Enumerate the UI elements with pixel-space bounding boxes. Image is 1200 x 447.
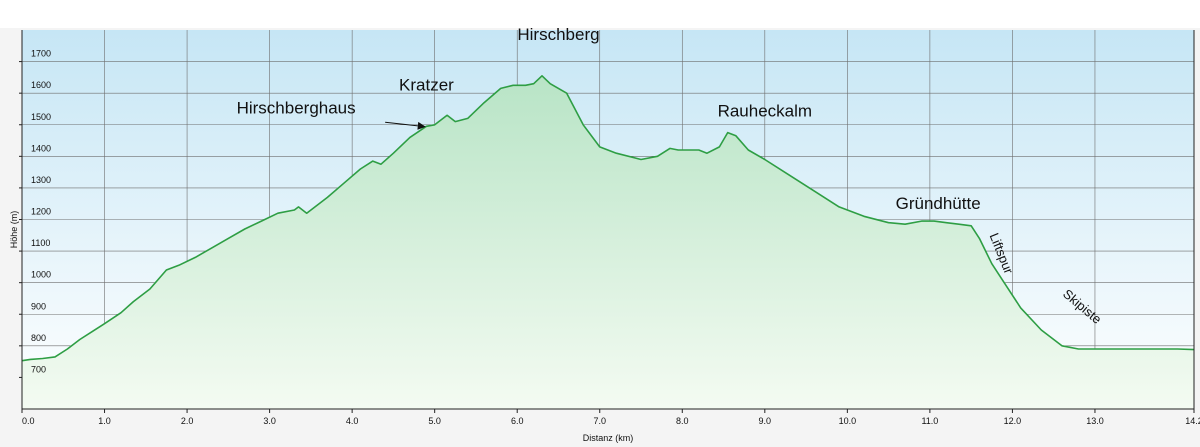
elevation-line	[21, 75, 1195, 362]
y-tick-label: 1600	[31, 80, 51, 90]
x-axis-ticks: 0.0 1.0 2.0 3.0 4.0 5.0 6.0 7.0 8.0 9.0 10.0 11.0 12…	[21, 409, 1200, 426]
place-label: Rauheckalm	[718, 102, 813, 121]
place-label: Hirschberghaus	[237, 99, 356, 118]
y-tick-label: 800	[31, 333, 46, 343]
x-tick-label: 13.0	[1086, 416, 1104, 426]
x-tick-label: 7.0	[593, 416, 606, 426]
x-axis-title: Distanz (km)	[583, 433, 634, 443]
hirschberghaus-pointer	[385, 121, 426, 130]
x-tick-label: 9.0	[759, 416, 772, 426]
y-tick-label: 1000	[31, 270, 51, 280]
y-tick-label: 1500	[31, 112, 51, 122]
place-label: Hirschberg	[517, 25, 599, 44]
x-tick-label: 1.0	[98, 416, 111, 426]
y-tick-label: 1100	[31, 238, 50, 248]
y-axis-ticks: 700 800 900 1000 1100 1200 1300 1400 1500 1600 170…	[19, 49, 51, 378]
y-tick-label: 700	[31, 364, 46, 374]
x-tick-label: 2.0	[181, 416, 194, 426]
elevation-area	[22, 75, 1194, 410]
x-tick-label: 14.2	[1185, 416, 1200, 426]
x-tick-label: 8.0	[676, 416, 689, 426]
y-tick-label: 1200	[31, 207, 51, 217]
x-tick-label: 5.0	[428, 416, 441, 426]
x-tick-label: 6.0	[511, 416, 524, 426]
x-tick-label: 0.0	[22, 416, 35, 426]
y-axis-title: Höhe (m)	[9, 211, 19, 249]
place-label: Kratzer	[399, 76, 454, 95]
place-annotations: Hirschberg Kratzer Hirschberghaus Rauheckal…	[237, 25, 981, 213]
x-tick-label: 10.0	[839, 416, 857, 426]
y-tick-label: 1400	[31, 143, 51, 153]
x-tick-label: 11.0	[921, 416, 938, 426]
x-tick-label: 3.0	[263, 416, 276, 426]
x-tick-label: 4.0	[346, 416, 359, 426]
x-tick-label: 12.0	[1004, 416, 1022, 426]
y-tick-label: 900	[31, 301, 46, 311]
place-label: Gründhütte	[896, 194, 981, 213]
top-margin	[0, 0, 1200, 28]
y-tick-label: 1300	[31, 175, 51, 185]
y-tick-label: 1700	[31, 49, 51, 59]
